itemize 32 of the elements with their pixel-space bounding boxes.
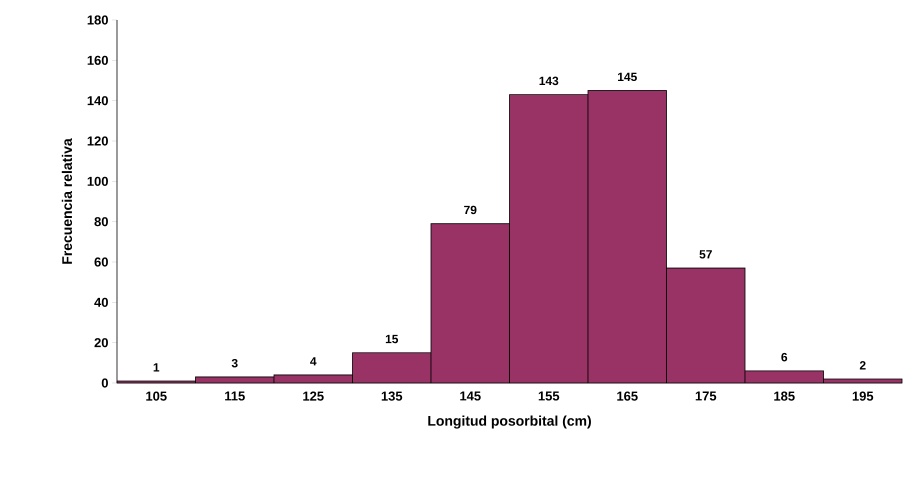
data-label: 15 bbox=[386, 334, 398, 344]
y-tick-label: 20 bbox=[94, 338, 108, 348]
data-label: 6 bbox=[781, 352, 788, 362]
y-tick-label: 180 bbox=[88, 15, 108, 25]
data-label: 3 bbox=[232, 358, 238, 368]
x-tick-label: 115 bbox=[225, 392, 245, 401]
y-tick-label: 140 bbox=[88, 96, 108, 106]
data-label: 4 bbox=[310, 357, 317, 366]
data-label: 1 bbox=[154, 363, 160, 372]
y-tick-label: 80 bbox=[94, 217, 108, 226]
x-tick-label: 135 bbox=[382, 392, 402, 401]
data-label: 2 bbox=[860, 361, 866, 370]
y-axis-title: Frecuencia relativa bbox=[62, 138, 72, 264]
x-tick-label: 155 bbox=[538, 392, 560, 401]
data-label: 57 bbox=[699, 250, 712, 259]
x-tick-label: 125 bbox=[303, 392, 324, 401]
data-label: 143 bbox=[540, 76, 558, 86]
y-tick-label: 120 bbox=[88, 136, 108, 146]
x-tick-label: 145 bbox=[460, 392, 481, 401]
x-tick-label: 105 bbox=[146, 392, 167, 401]
y-tick-label: 100 bbox=[88, 176, 108, 186]
y-tick-label: 60 bbox=[94, 257, 108, 267]
x-tick-label: 185 bbox=[774, 392, 795, 401]
y-tick-label: 0 bbox=[102, 378, 108, 388]
data-label: 79 bbox=[464, 206, 476, 214]
x-tick-label: 175 bbox=[696, 392, 716, 401]
x-tick-label: 165 bbox=[617, 392, 638, 401]
x-tick-label: 195 bbox=[852, 392, 874, 401]
y-tick-label: 40 bbox=[94, 298, 108, 307]
data-label: 145 bbox=[618, 72, 637, 82]
x-axis-title: Longitud posorbital (cm) bbox=[428, 416, 591, 429]
y-tick-label: 160 bbox=[88, 56, 108, 65]
